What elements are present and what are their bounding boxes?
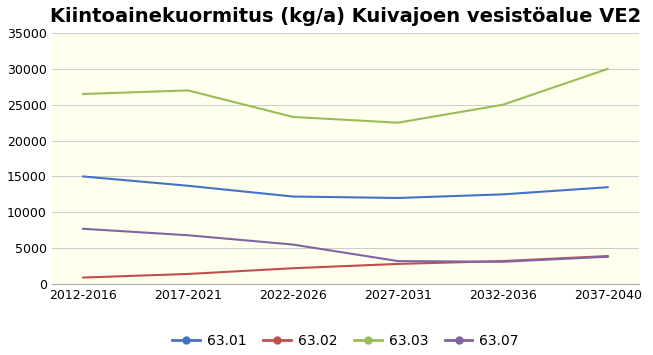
63.01 bbox=[499, 192, 507, 197]
63.03 bbox=[604, 67, 612, 71]
63.02 bbox=[79, 275, 87, 280]
Line: 63.02: 63.02 bbox=[83, 256, 608, 278]
Line: 63.07: 63.07 bbox=[83, 229, 608, 262]
Line: 63.01: 63.01 bbox=[83, 176, 608, 198]
Title: Kiintoainekuormitus (kg/a) Kuivajoen vesistöalue VE2: Kiintoainekuormitus (kg/a) Kuivajoen ves… bbox=[50, 7, 641, 26]
63.07 bbox=[394, 259, 402, 263]
Legend: 63.01, 63.02, 63.03, 63.07: 63.01, 63.02, 63.03, 63.07 bbox=[167, 329, 524, 354]
63.02 bbox=[289, 266, 297, 271]
63.01 bbox=[289, 195, 297, 199]
63.07 bbox=[289, 242, 297, 247]
63.02 bbox=[604, 254, 612, 258]
63.03 bbox=[289, 115, 297, 119]
63.07 bbox=[79, 226, 87, 231]
63.03 bbox=[499, 103, 507, 107]
63.01 bbox=[79, 174, 87, 179]
63.02 bbox=[184, 272, 192, 276]
63.01 bbox=[604, 185, 612, 189]
63.01 bbox=[184, 184, 192, 188]
Line: 63.03: 63.03 bbox=[83, 69, 608, 123]
63.07 bbox=[499, 260, 507, 264]
63.07 bbox=[184, 233, 192, 237]
63.02 bbox=[394, 262, 402, 266]
63.03 bbox=[79, 92, 87, 96]
63.03 bbox=[184, 88, 192, 93]
63.03 bbox=[394, 121, 402, 125]
63.02 bbox=[499, 259, 507, 263]
63.01 bbox=[394, 196, 402, 200]
63.07 bbox=[604, 255, 612, 259]
